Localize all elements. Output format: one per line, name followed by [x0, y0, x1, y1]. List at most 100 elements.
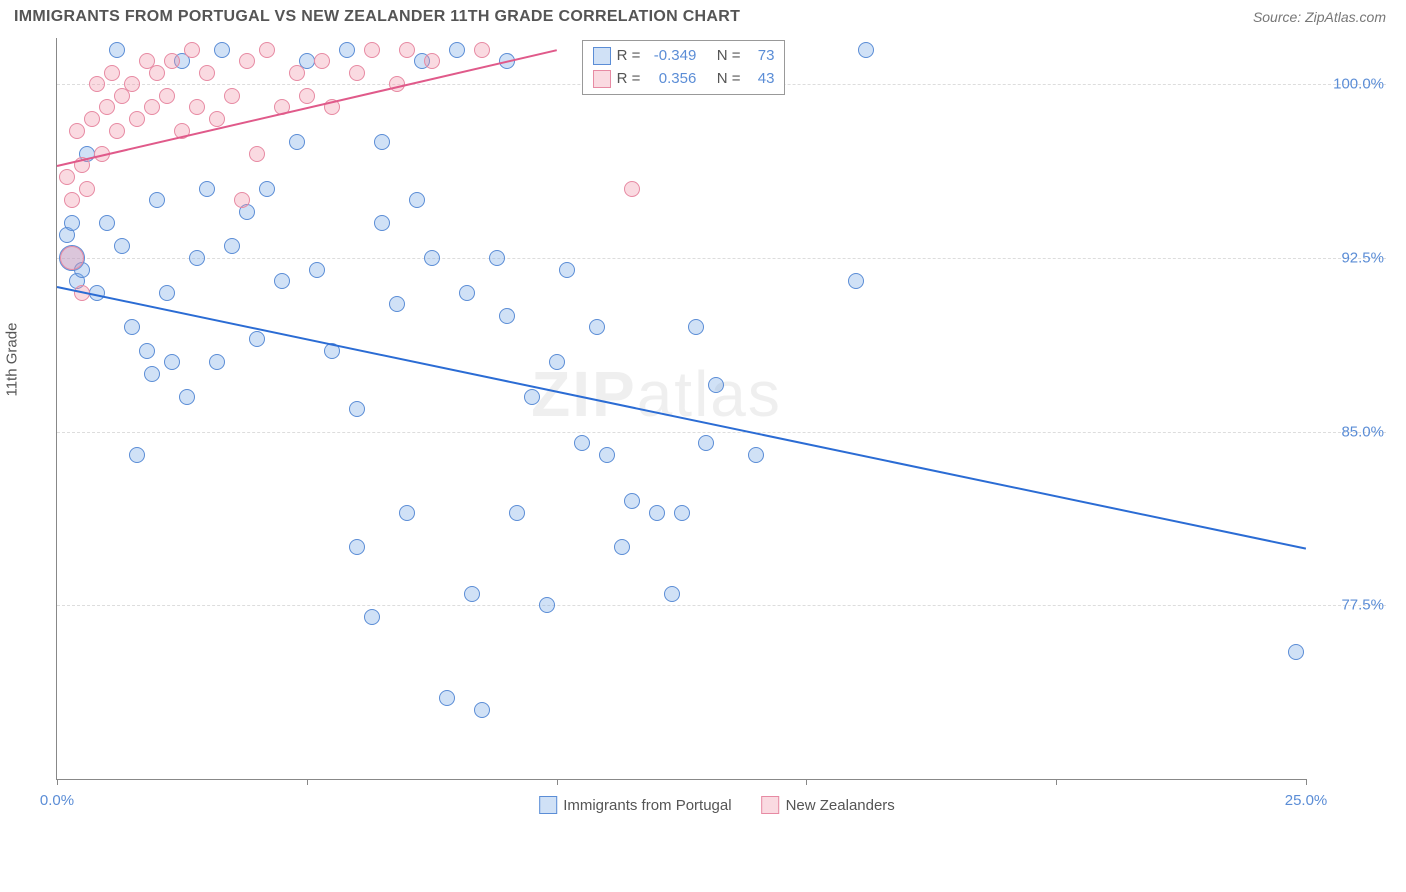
data-point — [314, 53, 330, 69]
data-point — [189, 250, 205, 266]
data-point — [209, 354, 225, 370]
data-point — [164, 354, 180, 370]
data-point — [274, 273, 290, 289]
data-point — [489, 250, 505, 266]
data-point — [149, 65, 165, 81]
data-point — [599, 447, 615, 463]
data-point — [708, 377, 724, 393]
data-point — [309, 262, 325, 278]
data-point — [424, 53, 440, 69]
x-tick — [1306, 779, 1307, 785]
y-tick-label: 85.0% — [1341, 423, 1384, 440]
data-point — [79, 181, 95, 197]
data-point — [688, 319, 704, 335]
legend-swatch — [593, 47, 611, 65]
data-point — [424, 250, 440, 266]
x-tick — [307, 779, 308, 785]
data-point — [124, 319, 140, 335]
data-point — [389, 296, 405, 312]
data-point — [509, 505, 525, 521]
data-point — [349, 65, 365, 81]
chart-container: 11th Grade ZIPatlas 77.5%85.0%92.5%100.0… — [48, 30, 1386, 820]
data-point — [60, 246, 84, 270]
data-point — [109, 123, 125, 139]
data-point — [224, 88, 240, 104]
source-attribution: Source: ZipAtlas.com — [1253, 9, 1386, 25]
chart-title: IMMIGRANTS FROM PORTUGAL VS NEW ZEALANDE… — [14, 8, 740, 26]
legend-label: Immigrants from Portugal — [563, 797, 731, 814]
gridline — [57, 605, 1386, 606]
correlation-legend: R =-0.349 N =73R =0.356 N =43 — [582, 40, 786, 95]
data-point — [89, 76, 105, 92]
data-point — [549, 354, 565, 370]
data-point — [524, 389, 540, 405]
series-legend: Immigrants from Portugal New Zealanders — [539, 796, 895, 814]
data-point — [574, 435, 590, 451]
data-point — [748, 447, 764, 463]
data-point — [224, 238, 240, 254]
data-point — [164, 53, 180, 69]
data-point — [589, 319, 605, 335]
data-point — [399, 505, 415, 521]
data-point — [259, 42, 275, 58]
data-point — [214, 42, 230, 58]
data-point — [189, 99, 205, 115]
data-point — [858, 42, 874, 58]
data-point — [499, 308, 515, 324]
data-point — [129, 111, 145, 127]
data-point — [179, 389, 195, 405]
legend-row: R =0.356 N =43 — [593, 68, 775, 91]
data-point — [698, 435, 714, 451]
data-point — [474, 702, 490, 718]
data-point — [129, 447, 145, 463]
legend-label: New Zealanders — [786, 797, 895, 814]
data-point — [209, 111, 225, 127]
y-tick-label: 77.5% — [1341, 597, 1384, 614]
x-tick-label: 25.0% — [1285, 792, 1328, 809]
data-point — [459, 285, 475, 301]
y-tick-label: 92.5% — [1341, 249, 1384, 266]
data-point — [624, 181, 640, 197]
legend-item: Immigrants from Portugal — [539, 796, 731, 814]
x-tick — [557, 779, 558, 785]
data-point — [144, 99, 160, 115]
x-tick — [57, 779, 58, 785]
x-tick — [806, 779, 807, 785]
data-point — [69, 123, 85, 139]
data-point — [364, 609, 380, 625]
legend-swatch — [593, 70, 611, 88]
data-point — [664, 586, 680, 602]
data-point — [848, 273, 864, 289]
data-point — [559, 262, 575, 278]
data-point — [184, 42, 200, 58]
data-point — [59, 169, 75, 185]
data-point — [199, 65, 215, 81]
data-point — [649, 505, 665, 521]
data-point — [474, 42, 490, 58]
data-point — [64, 192, 80, 208]
data-point — [139, 343, 155, 359]
legend-row: R =-0.349 N =73 — [593, 45, 775, 68]
data-point — [349, 539, 365, 555]
data-point — [364, 42, 380, 58]
data-point — [259, 181, 275, 197]
data-point — [539, 597, 555, 613]
data-point — [339, 42, 355, 58]
data-point — [104, 65, 120, 81]
data-point — [374, 134, 390, 150]
legend-swatch — [762, 796, 780, 814]
legend-swatch — [539, 796, 557, 814]
data-point — [99, 99, 115, 115]
data-point — [464, 586, 480, 602]
data-point — [144, 366, 160, 382]
data-point — [439, 690, 455, 706]
data-point — [109, 42, 125, 58]
gridline — [57, 258, 1386, 259]
data-point — [674, 505, 690, 521]
legend-item: New Zealanders — [762, 796, 895, 814]
data-point — [1288, 644, 1304, 660]
data-point — [299, 88, 315, 104]
data-point — [159, 88, 175, 104]
data-point — [614, 539, 630, 555]
x-tick-label: 0.0% — [40, 792, 74, 809]
